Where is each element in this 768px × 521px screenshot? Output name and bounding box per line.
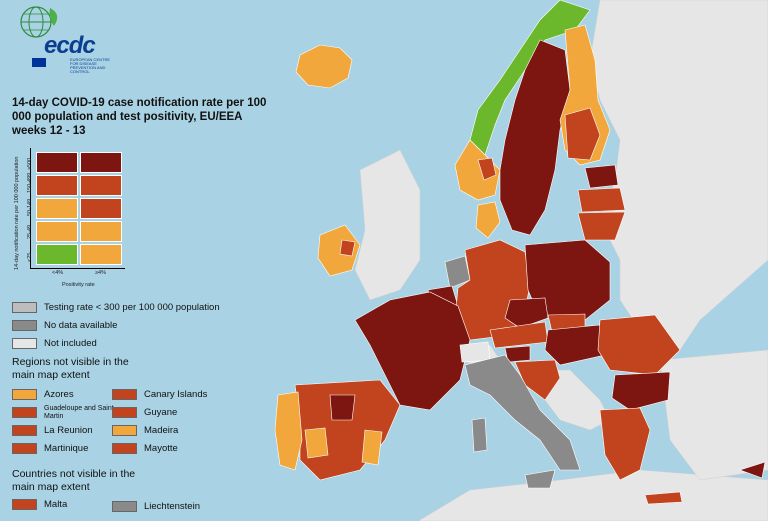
matrix-row-label: 25-49	[27, 224, 33, 239]
portugal	[274, 391, 303, 471]
matrix-row-label: ≥500	[27, 157, 33, 170]
matrix-cell	[36, 221, 78, 242]
france	[354, 291, 471, 411]
country-swatch	[12, 499, 37, 510]
matrix-row-label: 150-499	[27, 172, 33, 193]
countries-heading: Countries not visible in the main map ex…	[12, 468, 136, 493]
swatch-testing-rate	[12, 302, 37, 313]
matrix-x-axis	[30, 268, 125, 269]
logo-text: ecdc	[44, 32, 96, 59]
denmark	[475, 201, 501, 239]
iceland	[295, 44, 353, 89]
region-label: La Reunion	[44, 425, 93, 436]
region-swatch	[12, 389, 37, 400]
lithuania	[577, 211, 626, 241]
matrix-y-axis	[30, 148, 31, 268]
region-swatch	[12, 425, 37, 436]
swatch-no-data	[12, 320, 37, 331]
switzerland	[459, 341, 491, 363]
region-label: Guadeloupe and Saint Martin	[44, 405, 114, 420]
ecdc-logo: ecdc EUROPEAN CENTRE FOR DISEASE PREVENT…	[14, 4, 110, 74]
matrix-cell	[36, 244, 78, 265]
matrix-cell	[80, 152, 122, 173]
region-swatch	[112, 443, 137, 454]
sicily	[524, 469, 556, 489]
matrix-col-label-high: ≥4%	[95, 270, 106, 276]
region-label: Madeira	[144, 425, 179, 436]
region-swatch	[112, 407, 137, 418]
region-label: Guyane	[144, 407, 178, 418]
southern-norway	[454, 139, 501, 201]
country-label: Malta	[44, 499, 68, 510]
matrix-cell	[36, 152, 78, 173]
cyprus	[739, 461, 766, 479]
matrix-row-label: 50-149	[27, 198, 33, 216]
matrix-y-axis-label: 14-day notification rate per 100 000 pop…	[14, 156, 20, 270]
region-label: Martinique	[44, 443, 89, 454]
poland	[524, 239, 611, 321]
matrix-cell	[36, 198, 78, 219]
matrix-row-label: <25	[27, 252, 33, 262]
matrix-cell	[80, 244, 122, 265]
latvia	[577, 187, 626, 213]
matrix-cell	[80, 175, 122, 196]
country-label: Liechtenstein	[144, 501, 200, 512]
region-label: Canary Islands	[144, 389, 208, 400]
logo-subtitle: EUROPEAN CENTRE FOR DISEASE PREVENTION A…	[70, 57, 111, 74]
map-title: 14-day COVID-19 case notification rate p…	[12, 97, 267, 137]
region-swatch	[112, 425, 137, 436]
hungary	[544, 324, 606, 366]
matrix-cell	[80, 198, 122, 219]
country-swatch	[112, 501, 137, 512]
ireland	[317, 224, 361, 277]
matrix-cell	[80, 221, 122, 242]
matrix-col-label-low: <4%	[52, 270, 64, 276]
italy	[464, 354, 581, 471]
rate-positivity-matrix	[36, 152, 124, 266]
bulgaria	[611, 371, 671, 411]
region-label: Mayotte	[144, 443, 178, 454]
matrix-x-axis-label: Positivity rate	[62, 282, 95, 288]
region-label: Azores	[44, 389, 74, 400]
region-swatch	[12, 443, 37, 454]
sardinia	[471, 417, 488, 453]
swatch-not-included	[12, 338, 37, 349]
region-swatch	[12, 407, 37, 418]
czechia	[504, 297, 549, 329]
estonia	[584, 164, 619, 189]
eu-flag-icon	[32, 58, 46, 67]
globe-leaf-icon	[20, 6, 58, 38]
matrix-cell	[36, 175, 78, 196]
region-swatch	[112, 389, 137, 400]
greece	[599, 407, 651, 481]
regions-heading: Regions not visible in the main map exte…	[12, 356, 129, 381]
